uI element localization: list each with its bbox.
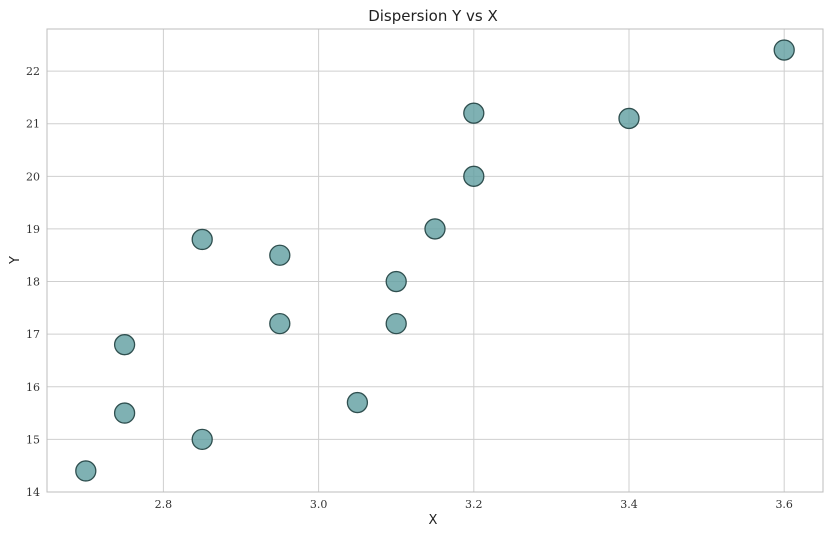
scatter-point [346, 391, 369, 414]
scatter-point [385, 312, 407, 335]
scatter-point [463, 165, 485, 187]
scatter-point [191, 228, 213, 251]
y-tick-label: 19 [26, 223, 40, 236]
scatter-point [385, 270, 407, 293]
x-tick-label: 2.8 [155, 498, 173, 511]
y-tick-label: 14 [26, 486, 40, 499]
y-tick-label: 15 [26, 433, 40, 446]
y-tick-label: 17 [26, 328, 40, 341]
x-tick-label: 3.6 [775, 498, 793, 511]
scatter-point [113, 402, 136, 424]
y-tick-label: 22 [26, 65, 40, 78]
x-axis-ticks: 2.8 3.0 3.2 3.4 3.6 [155, 498, 793, 511]
x-axis-label: X [429, 513, 438, 528]
grid-lines [47, 29, 823, 493]
scatter-point [269, 312, 291, 335]
y-axis-ticks: 14 15 16 17 18 19 20 21 22 [26, 65, 40, 499]
plot-frame [46, 28, 824, 493]
scatter-point [463, 102, 485, 124]
scatter-point [269, 244, 291, 266]
data-points [75, 39, 795, 482]
y-tick-label: 21 [26, 118, 40, 131]
scatter-point [113, 334, 136, 356]
y-axis-label: Y [8, 256, 23, 265]
scatter-point [75, 460, 97, 482]
scatter-point [191, 428, 213, 451]
x-tick-label: 3.4 [620, 498, 638, 511]
y-tick-label: 16 [26, 381, 40, 394]
x-tick-label: 3.0 [310, 498, 328, 511]
x-tick-label: 3.2 [465, 498, 483, 511]
y-tick-label: 20 [26, 170, 40, 183]
chart-title: Dispersion Y vs X [368, 7, 498, 25]
y-tick-label: 18 [26, 276, 40, 289]
scatter-point [773, 39, 795, 61]
scatter-point [424, 218, 446, 240]
scatter-point [618, 107, 640, 130]
